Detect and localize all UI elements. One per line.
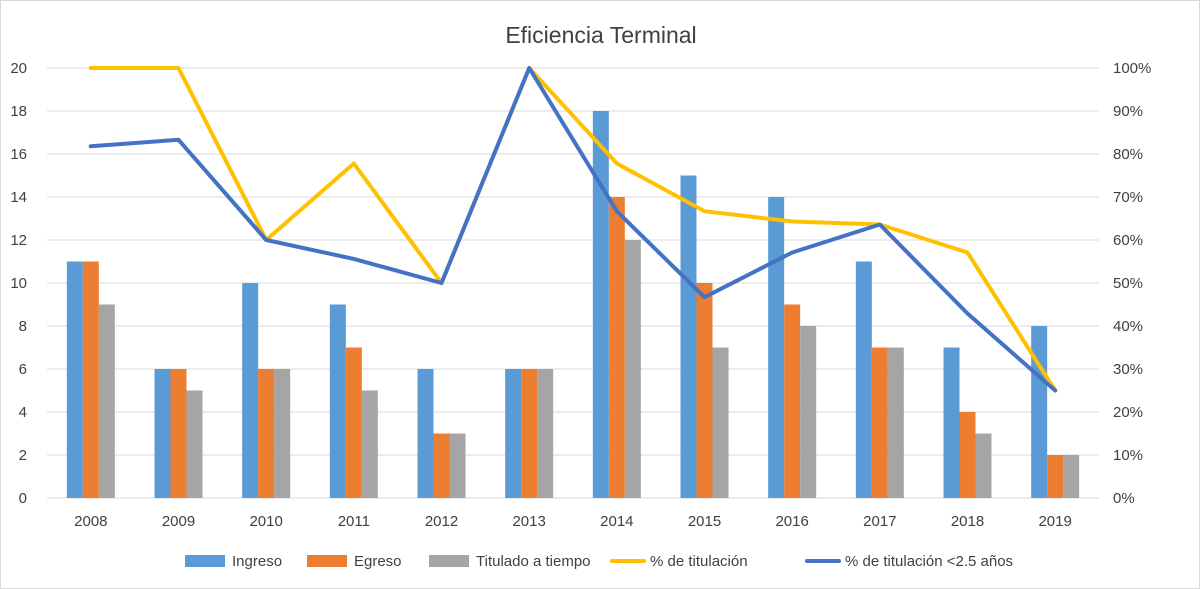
- bar-egreso: [784, 304, 801, 498]
- left-tick-label: 6: [19, 361, 27, 378]
- right-tick-label: 90%: [1113, 103, 1143, 120]
- right-tick-label: 10%: [1113, 447, 1143, 464]
- left-axis-ticks: 0 2 4 6 8 10 12 14 16 18 20: [10, 60, 27, 507]
- bar-ingreso: [1031, 326, 1048, 498]
- legend-label: Ingreso: [232, 553, 282, 570]
- x-tick-label: 2010: [249, 513, 282, 530]
- right-tick-label: 60%: [1113, 232, 1143, 249]
- bar-egreso: [1047, 455, 1064, 498]
- bar-ingreso: [505, 369, 522, 498]
- x-tick-label: 2015: [688, 513, 721, 530]
- bar-egreso: [959, 412, 976, 498]
- legend-swatch: [429, 555, 469, 567]
- bar-egreso: [82, 261, 99, 498]
- bar-titulado-a-tiempo: [186, 390, 203, 498]
- left-tick-label: 14: [10, 189, 27, 206]
- series-line-1: [88, 66, 1058, 393]
- x-tick-label: 2012: [425, 513, 458, 530]
- chart-title: Eficiencia Terminal: [505, 22, 696, 48]
- legend: Ingreso Egreso Titulado a tiempo % de titul…: [185, 553, 1013, 570]
- bar-ingreso: [154, 369, 171, 498]
- right-tick-label: 80%: [1113, 146, 1143, 163]
- x-tick-label: 2016: [775, 513, 808, 530]
- right-axis-ticks: 0% 10% 20% 30% 40% 50% 60% 70% 80% 90% 100%: [1113, 60, 1151, 507]
- right-tick-label: 30%: [1113, 361, 1143, 378]
- left-tick-label: 4: [19, 404, 27, 421]
- bar-ingreso: [592, 111, 609, 498]
- legend-label: % de titulación <2.5 años: [845, 553, 1013, 570]
- bar-titulado-a-tiempo: [975, 433, 992, 498]
- legend-label: % de titulación: [650, 553, 748, 570]
- left-tick-label: 16: [10, 146, 27, 163]
- bar-ingreso: [66, 261, 83, 498]
- right-tick-label: 40%: [1113, 318, 1143, 335]
- legend-label: Egreso: [354, 553, 402, 570]
- left-tick-label: 0: [19, 490, 27, 507]
- bar-titulado-a-tiempo: [887, 347, 904, 498]
- bar-egreso: [696, 283, 713, 498]
- bar-titulado-a-tiempo: [449, 433, 466, 498]
- bar-ingreso: [768, 197, 785, 498]
- legend-swatch: [307, 555, 347, 567]
- right-tick-label: 20%: [1113, 404, 1143, 421]
- right-tick-label: 50%: [1113, 275, 1143, 292]
- bar-titulado-a-tiempo: [98, 304, 115, 498]
- bar-ingreso: [943, 347, 960, 498]
- x-tick-label: 2011: [338, 513, 370, 530]
- x-tick-label: 2019: [1038, 513, 1071, 530]
- legend-swatch: [185, 555, 225, 567]
- x-tick-label: 2018: [951, 513, 984, 530]
- lines: [88, 66, 1058, 393]
- x-tick-label: 2014: [600, 513, 633, 530]
- bar-egreso: [345, 347, 362, 498]
- right-tick-label: 100%: [1113, 60, 1151, 77]
- bar-egreso: [608, 197, 625, 498]
- bar-titulado-a-tiempo: [800, 326, 817, 498]
- series-line-2: [88, 66, 1058, 393]
- bar-titulado-a-tiempo: [624, 240, 641, 498]
- bar-ingreso: [417, 369, 434, 498]
- left-tick-label: 20: [10, 60, 27, 77]
- left-tick-label: 12: [10, 232, 27, 249]
- bar-titulado-a-tiempo: [361, 390, 378, 498]
- bars: [66, 111, 1080, 498]
- bar-ingreso: [242, 283, 259, 498]
- right-tick-label: 70%: [1113, 189, 1143, 206]
- x-tick-label: 2017: [863, 513, 896, 530]
- bar-titulado-a-tiempo: [712, 347, 729, 498]
- gridlines: [47, 67, 1099, 499]
- left-tick-label: 10: [10, 275, 27, 292]
- bar-egreso: [258, 369, 275, 498]
- bar-ingreso: [680, 175, 697, 498]
- bar-egreso: [521, 369, 538, 498]
- bar-ingreso: [855, 261, 872, 498]
- bar-egreso: [170, 369, 187, 498]
- bar-egreso: [433, 433, 450, 498]
- bar-egreso: [871, 347, 888, 498]
- left-tick-label: 8: [19, 318, 27, 335]
- legend-label: Titulado a tiempo: [476, 553, 591, 570]
- bar-titulado-a-tiempo: [537, 369, 554, 498]
- x-tick-label: 2008: [74, 513, 107, 530]
- x-tick-label: 2009: [162, 513, 195, 530]
- bar-titulado-a-tiempo: [274, 369, 291, 498]
- bar-ingreso: [329, 304, 346, 498]
- bar-titulado-a-tiempo: [1063, 455, 1080, 498]
- left-tick-label: 18: [10, 103, 27, 120]
- left-tick-label: 2: [19, 447, 27, 464]
- x-tick-label: 2013: [512, 513, 545, 530]
- x-axis-ticks: 2008 2009 2010 2011 2012 2013 2014 2015 2016 2017…: [74, 513, 1072, 530]
- right-tick-label: 0%: [1113, 490, 1135, 507]
